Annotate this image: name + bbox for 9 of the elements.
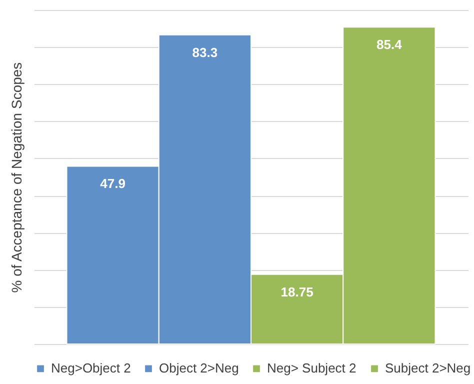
data-label: 18.75 xyxy=(280,284,314,300)
data-label: 85.4 xyxy=(376,37,403,52)
y-axis-title: % of Acceptance of Negation Scopes xyxy=(8,62,24,293)
data-label: 47.9 xyxy=(100,176,126,192)
legend-label: Subject 2>Neg xyxy=(385,360,471,376)
legend-label: Neg>Object 2 xyxy=(51,360,131,376)
legend-label: Object 2>Neg xyxy=(159,360,239,376)
legend-label: Neg> Subject 2 xyxy=(267,360,356,376)
data-label: 83.3 xyxy=(192,44,218,60)
